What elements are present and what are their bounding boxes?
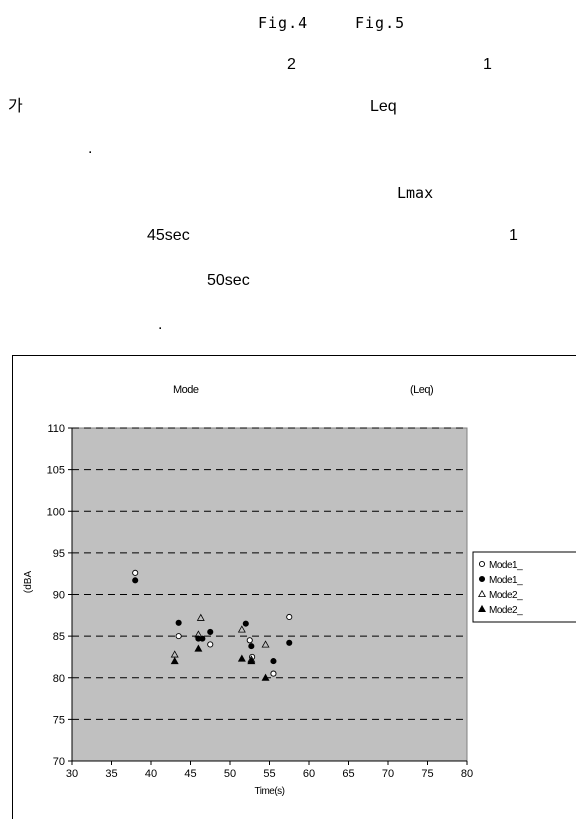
x-tick-label: 65 [342,768,354,780]
legend-marker [478,589,486,598]
legend-label: Mode2_ [489,605,523,616]
x-tick-label: 70 [382,768,394,780]
legend-label: Mode1_ [489,560,523,571]
legend-marker [478,560,486,568]
data-point-series-4 [247,656,256,665]
y-tick-label: 100 [47,506,65,518]
text-ga: 가 [8,98,23,115]
data-point-series-4 [194,644,203,652]
y-tick-label: 85 [53,631,65,643]
text-45sec: 45sec [147,227,190,244]
x-tick-label: 80 [461,768,473,780]
data-point-series-4 [261,673,270,681]
data-point-series-1 [270,670,277,677]
chart-title-left: Mode [173,384,199,396]
data-point-series-1 [132,569,139,576]
data-point-series-2 [242,620,249,627]
data-point-series-2 [175,619,182,626]
x-tick-label: 75 [421,768,433,780]
x-tick-label: 60 [303,768,315,780]
x-tick-label: 30 [66,768,78,780]
legend-label: Mode2_ [489,590,523,601]
data-point-series-2 [132,577,139,584]
y-tick-label: 70 [53,756,65,768]
data-point-series-1 [246,637,253,644]
text-dot-2: . [158,316,163,333]
data-point-series-1 [207,641,214,648]
data-point-series-4 [237,654,246,662]
data-point-series-3 [194,630,203,638]
data-point-series-1 [286,613,293,621]
data-point-series-2 [248,643,255,650]
data-point-series-4 [170,656,179,665]
x-tick-label: 55 [263,768,275,780]
y-tick-label: 95 [53,548,65,560]
data-point-series-1 [175,633,182,640]
x-tick-label: 50 [224,768,236,780]
text-fig4: Fig.4 [258,14,309,32]
data-point-series-2 [207,628,214,636]
text-one-b: 1 [509,227,518,244]
legend-marker [478,575,486,583]
y-tick-label: 90 [53,590,65,602]
text-one-a: 1 [483,56,492,73]
data-point-series-3 [196,613,205,621]
text-leq: Leq [370,98,397,115]
text-lmax: Lmax [397,184,434,202]
y-tick-label: 105 [47,465,65,477]
x-tick-label: 35 [105,768,117,780]
scatter-chart: Mode (Leq) 70 75 80 85 90 95 100 105 110 30 35 40 45 50… [23,384,576,797]
y-tick-label: 80 [53,673,65,685]
x-tick-label: 40 [145,768,157,780]
data-point-series-2 [270,658,277,665]
chart-title-right: (Leq) [410,384,433,396]
y-tick-label: 110 [47,423,65,435]
y-tick-label: 75 [53,714,65,726]
text-dot-1: . [88,140,93,157]
scatter-figure: Mode (Leq) 70 75 80 85 90 95 100 105 110 30 35 40 45 50… [12,355,576,819]
text-two: 2 [287,56,296,73]
data-point-series-3 [261,640,270,648]
legend-marker [478,604,486,613]
data-point-series-2 [286,639,293,646]
x-axis-label: Time(s) [254,786,284,797]
legend-box [472,551,576,623]
text-fig5: Fig.5 [355,14,406,32]
y-axis-label: (dBA [23,571,34,594]
text-50sec: 50sec [207,272,250,289]
x-tick-label: 45 [184,768,196,780]
legend-label: Mode1_ [489,575,523,586]
data-point-series-3 [237,625,246,633]
